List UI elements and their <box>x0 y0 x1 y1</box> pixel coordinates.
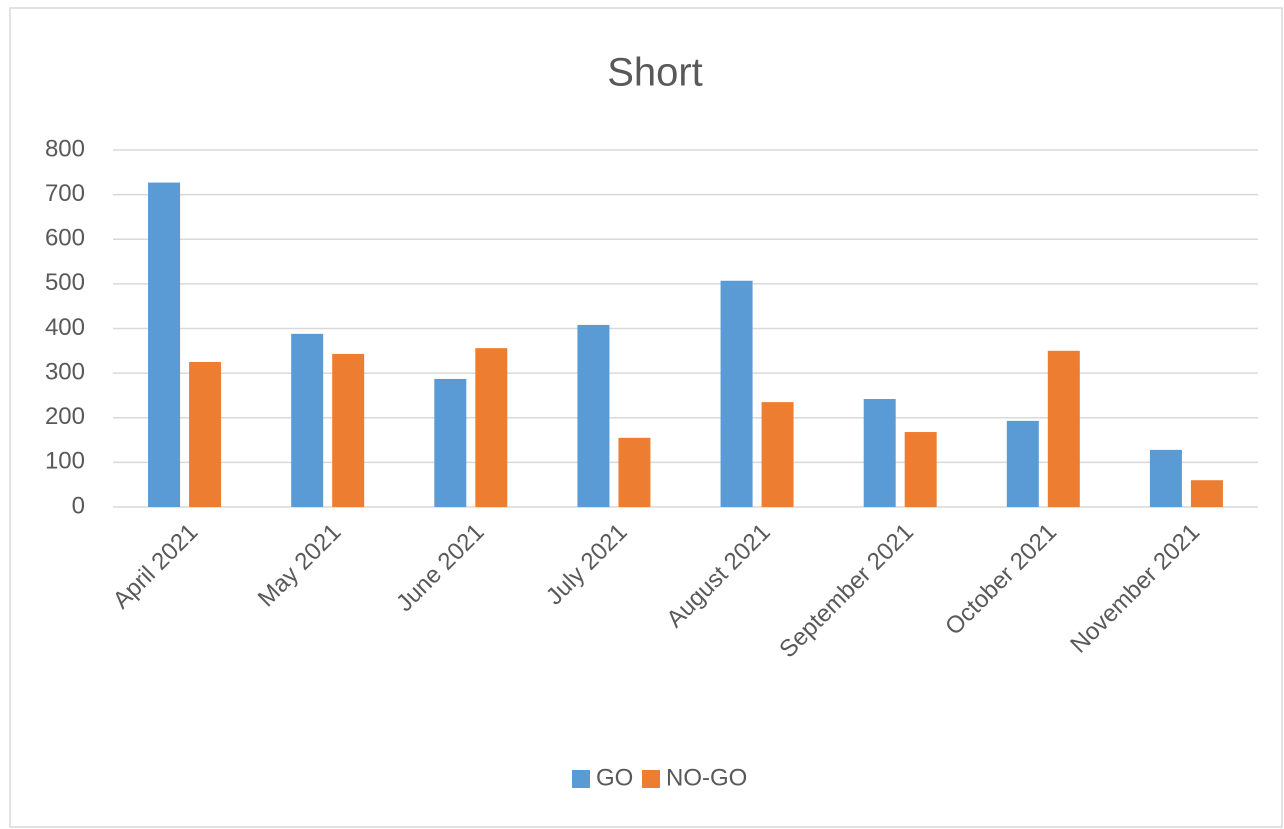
legend-swatch <box>642 770 660 788</box>
bar <box>1047 350 1080 507</box>
bar <box>618 437 651 507</box>
y-tick-label: 0 <box>72 492 85 519</box>
legend-label: GO <box>596 764 633 791</box>
y-tick-label: 100 <box>45 448 85 475</box>
y-tick-label: 500 <box>45 269 85 296</box>
bar <box>1190 480 1223 507</box>
bar <box>291 333 324 507</box>
y-tick-label: 400 <box>45 314 85 341</box>
y-tick-label: 700 <box>45 180 85 207</box>
legend-label: NO-GO <box>666 764 747 791</box>
bar <box>761 402 794 507</box>
bar <box>720 280 753 507</box>
bar <box>577 324 610 507</box>
chart-title: Short <box>607 51 703 95</box>
bar <box>434 378 467 507</box>
bar <box>189 361 222 507</box>
bar <box>1006 420 1039 507</box>
y-tick-label: 800 <box>45 135 85 162</box>
bar <box>1149 449 1182 507</box>
y-tick-label: 300 <box>45 358 85 385</box>
y-tick-label: 200 <box>45 403 85 430</box>
legend-swatch <box>572 770 590 788</box>
bar <box>863 399 896 507</box>
bar <box>904 432 937 507</box>
bar <box>148 182 181 508</box>
bar <box>475 348 508 507</box>
y-tick-label: 600 <box>45 225 85 252</box>
bar <box>332 353 365 507</box>
